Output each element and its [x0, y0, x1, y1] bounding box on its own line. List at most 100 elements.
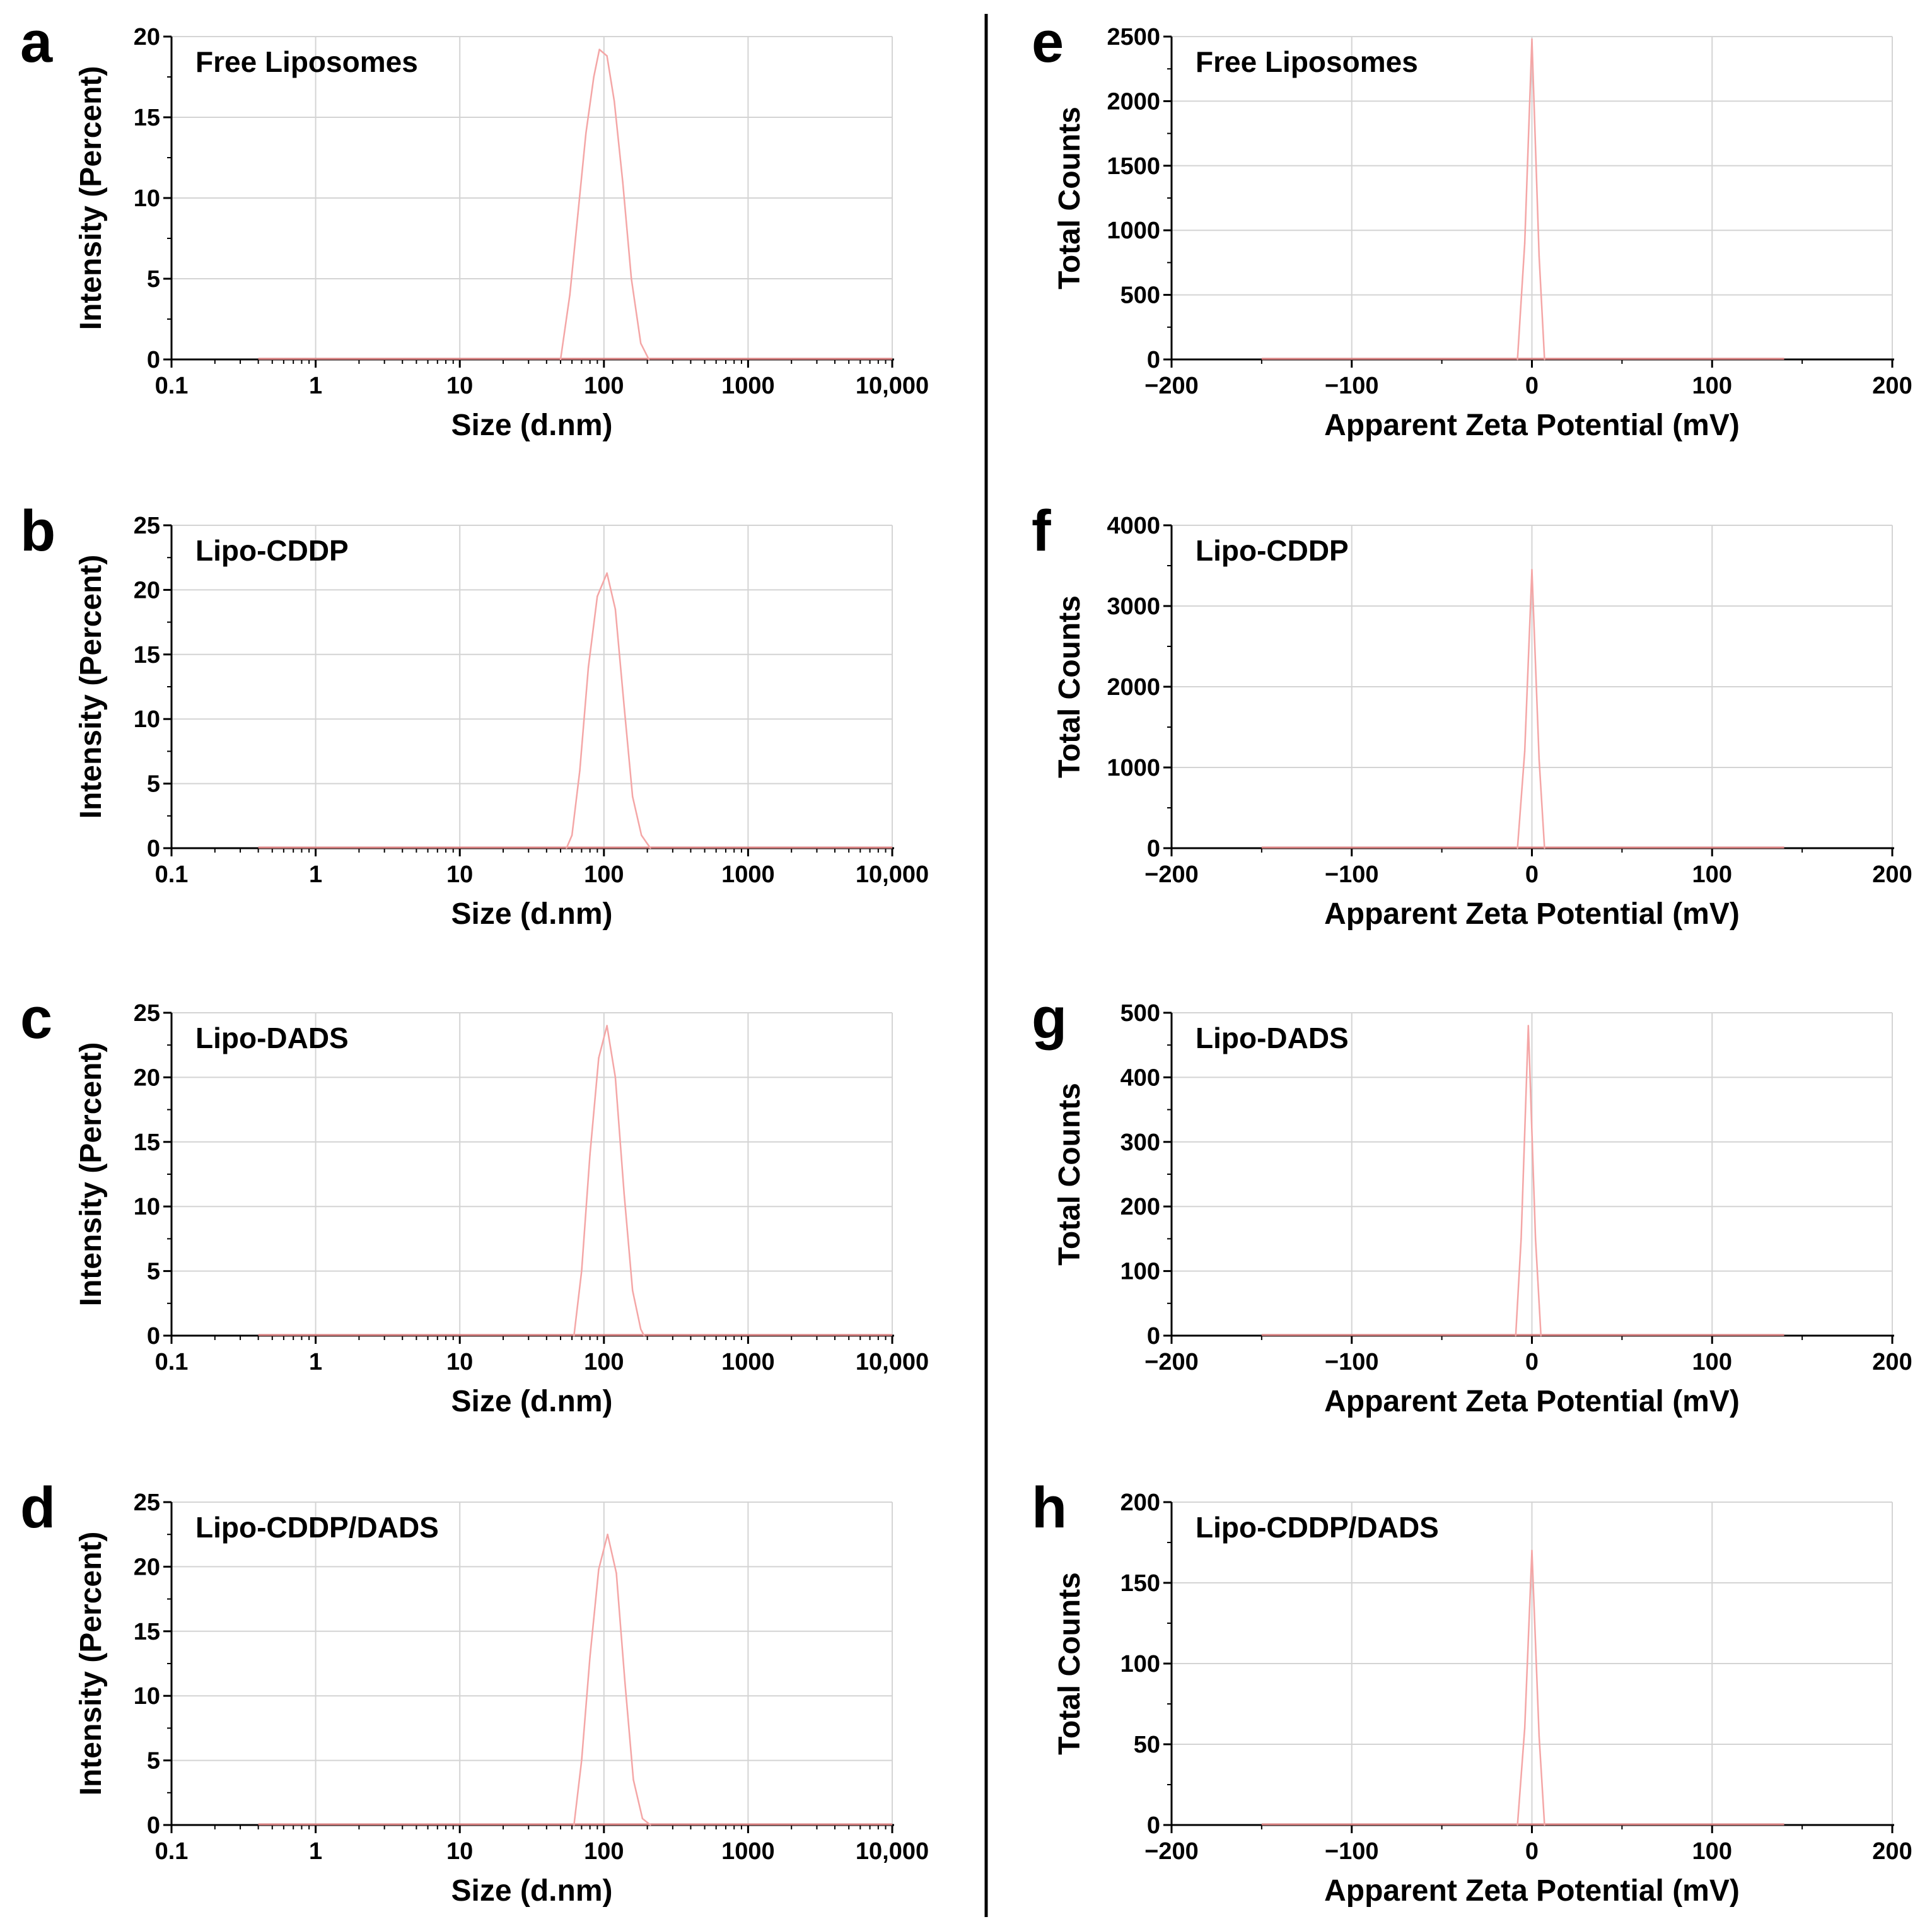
y-tick-label: 5 — [147, 1259, 160, 1285]
series-line-a — [559, 49, 650, 360]
panel-letter: d — [20, 1476, 55, 1540]
y-tick-label: 150 — [1120, 1570, 1160, 1597]
x-axis-title: Apparent Zeta Potential (mV) — [1324, 897, 1740, 931]
data-point — [614, 100, 615, 102]
y-tick-label: 15 — [134, 105, 160, 131]
data-point — [1516, 358, 1518, 361]
data-point — [1535, 1238, 1537, 1240]
data-point — [1544, 358, 1545, 361]
y-axis-title: Total Counts — [1053, 595, 1086, 778]
chart-panel-a: 0.1 1 10 100 1000 10,000 0 5 10 15 20 Free Liposome… — [20, 10, 929, 442]
panel-title: Lipo-CDDP/DADS — [195, 1511, 439, 1544]
x-tick-label: 200 — [1872, 1838, 1912, 1865]
chart-panel-c: 0.1 1 10 100 1000 10,000 0 5 10 15 20 25 Lipo-DADS c S… — [20, 986, 929, 1418]
data-point — [614, 608, 617, 610]
data-point — [598, 1568, 600, 1570]
data-point — [641, 834, 643, 836]
x-tick-label: 200 — [1872, 373, 1912, 399]
data-point — [622, 181, 624, 183]
x-tick-label: 1000 — [721, 373, 775, 399]
x-axis-title: Size (d.nm) — [451, 1874, 612, 1908]
y-tick-label: 15 — [134, 1129, 160, 1156]
y-tick-label: 10 — [134, 1683, 160, 1710]
x-tick-label: 1 — [309, 1838, 322, 1865]
data-point — [606, 55, 608, 57]
data-point — [1531, 569, 1533, 571]
data-point — [1540, 1334, 1542, 1337]
x-tick-label: 10,000 — [856, 1838, 929, 1865]
y-tick-label: 5 — [147, 266, 160, 293]
panel-title: Lipo-DADS — [1196, 1022, 1349, 1054]
y-tick-label: 0 — [1147, 1323, 1160, 1350]
y-tick-label: 0 — [1147, 836, 1160, 862]
y-tick-label: 2000 — [1107, 674, 1160, 701]
data-point — [623, 705, 625, 707]
data-point — [1523, 1727, 1526, 1729]
x-tick-label: 10,000 — [856, 1349, 929, 1375]
x-tick-label: 0.1 — [155, 373, 189, 399]
x-axis-title: Size (d.nm) — [451, 409, 612, 442]
data-point — [577, 213, 579, 215]
x-tick-label: 0 — [1525, 861, 1539, 888]
data-point — [641, 1817, 644, 1819]
x-tick-label: −100 — [1325, 373, 1379, 399]
panel-letter: e — [1032, 10, 1064, 74]
data-point — [649, 1824, 651, 1826]
data-point — [1538, 255, 1540, 257]
series-line-c — [573, 1025, 645, 1336]
y-tick-label: 20 — [134, 1064, 160, 1091]
data-point — [632, 795, 634, 798]
y-tick-label: 4000 — [1107, 513, 1160, 539]
x-tick-label: 1 — [309, 373, 322, 399]
y-tick-label: 0 — [1147, 347, 1160, 373]
x-tick-label: −200 — [1144, 861, 1199, 888]
data-point — [598, 49, 600, 50]
y-tick-label: 15 — [134, 1619, 160, 1645]
data-point — [1523, 750, 1526, 752]
x-tick-label: 0.1 — [155, 1838, 189, 1865]
chart-panel-d: 0.1 1 10 100 1000 10,000 0 5 10 15 20 25 Lipo-CDDP/D… — [20, 1476, 929, 1908]
x-tick-label: 0.1 — [155, 861, 189, 888]
data-point — [607, 1534, 608, 1536]
data-point — [643, 1334, 645, 1337]
panel-letter: a — [20, 10, 53, 74]
data-point — [639, 1328, 642, 1330]
panel-letter: f — [1032, 499, 1051, 563]
data-point — [598, 1057, 600, 1059]
y-tick-label: 500 — [1120, 283, 1160, 309]
data-point — [1516, 847, 1518, 849]
y-tick-label: 1500 — [1107, 153, 1160, 180]
data-point — [573, 1334, 575, 1337]
y-tick-label: 2000 — [1107, 88, 1160, 115]
x-tick-label: 1 — [309, 1349, 322, 1375]
y-tick-label: 1000 — [1107, 755, 1160, 781]
y-tick-label: 10 — [134, 185, 160, 212]
data-point — [587, 667, 590, 668]
chart-panel-f: −200 −100 0 100 20001000200030004000Lipo-CDD… — [1032, 499, 1912, 931]
data-point — [1523, 242, 1526, 244]
data-point — [579, 769, 581, 772]
y-tick-label: 10 — [134, 1194, 160, 1220]
data-point — [1531, 38, 1533, 40]
data-point — [1544, 1824, 1545, 1826]
x-tick-label: 100 — [584, 373, 624, 399]
y-axis-title: Intensity (Percent) — [74, 555, 108, 819]
data-point — [1544, 847, 1545, 849]
x-tick-label: −200 — [1144, 1349, 1199, 1375]
x-tick-label: 100 — [1692, 373, 1732, 399]
x-tick-label: −100 — [1325, 1349, 1379, 1375]
x-tick-label: −200 — [1144, 373, 1199, 399]
data-point — [648, 358, 650, 361]
x-tick-label: −100 — [1325, 861, 1379, 888]
y-tick-label: 100 — [1120, 1259, 1160, 1285]
x-tick-label: 100 — [1692, 861, 1732, 888]
data-point — [589, 1154, 591, 1156]
data-point — [596, 595, 598, 597]
x-tick-label: 10 — [446, 861, 473, 888]
y-tick-label: 25 — [134, 1000, 160, 1027]
x-tick-label: 100 — [584, 1838, 624, 1865]
y-tick-label: 400 — [1120, 1064, 1160, 1091]
x-tick-label: 1000 — [721, 861, 775, 888]
y-tick-label: 25 — [134, 1490, 160, 1516]
